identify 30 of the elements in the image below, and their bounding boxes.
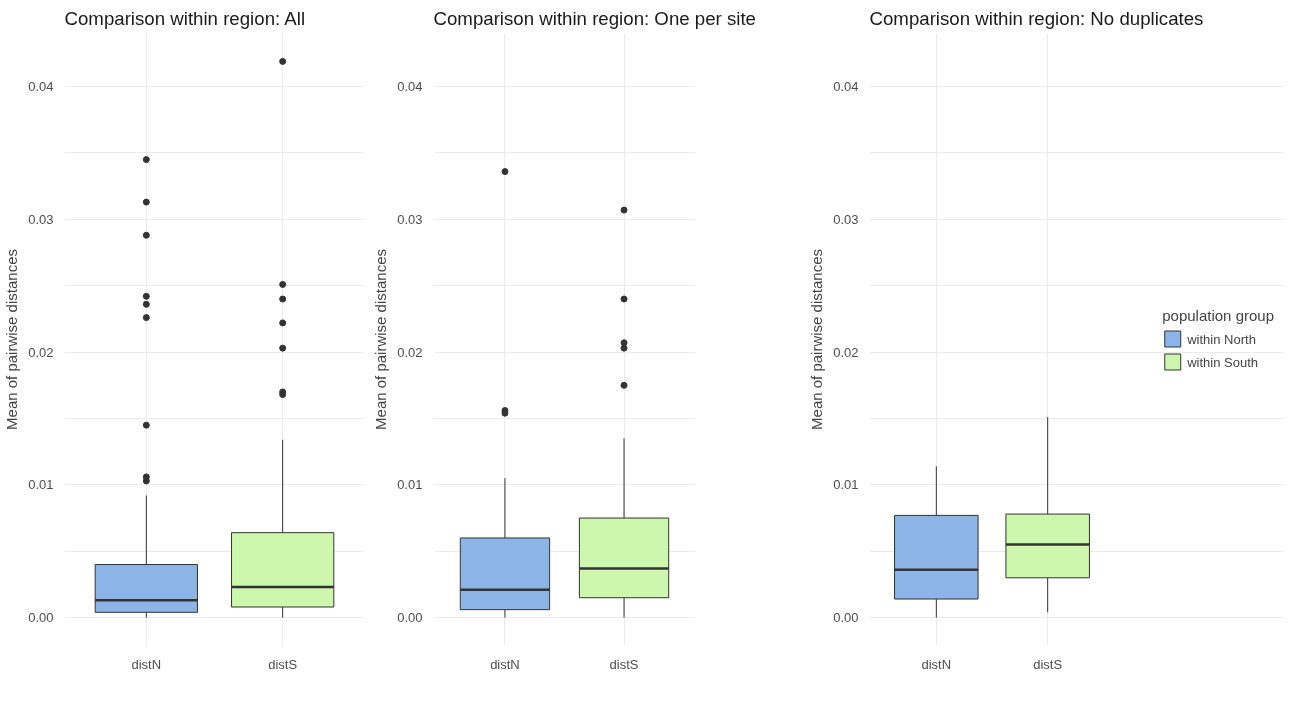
y-tick-label: 0.03: [833, 211, 859, 227]
x-tick-label: distN: [490, 656, 520, 672]
y-axis-title: Mean of pairwise distances: [3, 249, 21, 430]
y-axis-title: Mean of pairwise distances: [808, 249, 826, 430]
y-tick-label: 0.03: [397, 211, 423, 227]
y-tick-label: 0.02: [28, 344, 54, 360]
chart-title: Comparison within region: One per site: [433, 7, 756, 29]
y-axis-title: Mean of pairwise distances: [372, 249, 390, 430]
y-tick-label: 0.02: [397, 344, 423, 360]
chart-title: Comparison within region: No duplicates: [869, 7, 1204, 29]
x-tick-label: distN: [921, 656, 952, 672]
x-tick-label: distS: [609, 656, 639, 672]
legend-title: population group: [1162, 306, 1274, 324]
y-tick-label: 0.01: [28, 477, 54, 493]
chart-title: Comparison within region: All: [64, 7, 306, 29]
y-tick-label: 0.00: [833, 610, 859, 626]
x-tick-label: distN: [131, 656, 162, 672]
y-tick-label: 0.01: [833, 477, 859, 493]
y-tick-label: 0.01: [397, 477, 423, 493]
y-tick-label: 0.00: [397, 610, 423, 626]
y-tick-label: 0.03: [28, 211, 54, 227]
y-tick-label: 0.02: [833, 344, 859, 360]
legend-label: within North: [1187, 331, 1256, 346]
y-tick-label: 0.04: [397, 79, 423, 95]
y-tick-label: 0.00: [28, 610, 54, 626]
y-tick-label: 0.04: [833, 79, 859, 95]
x-tick-label: distS: [268, 656, 298, 672]
x-tick-label: distS: [1033, 656, 1063, 672]
legend-label: within South: [1187, 354, 1259, 369]
y-tick-label: 0.04: [28, 79, 54, 95]
